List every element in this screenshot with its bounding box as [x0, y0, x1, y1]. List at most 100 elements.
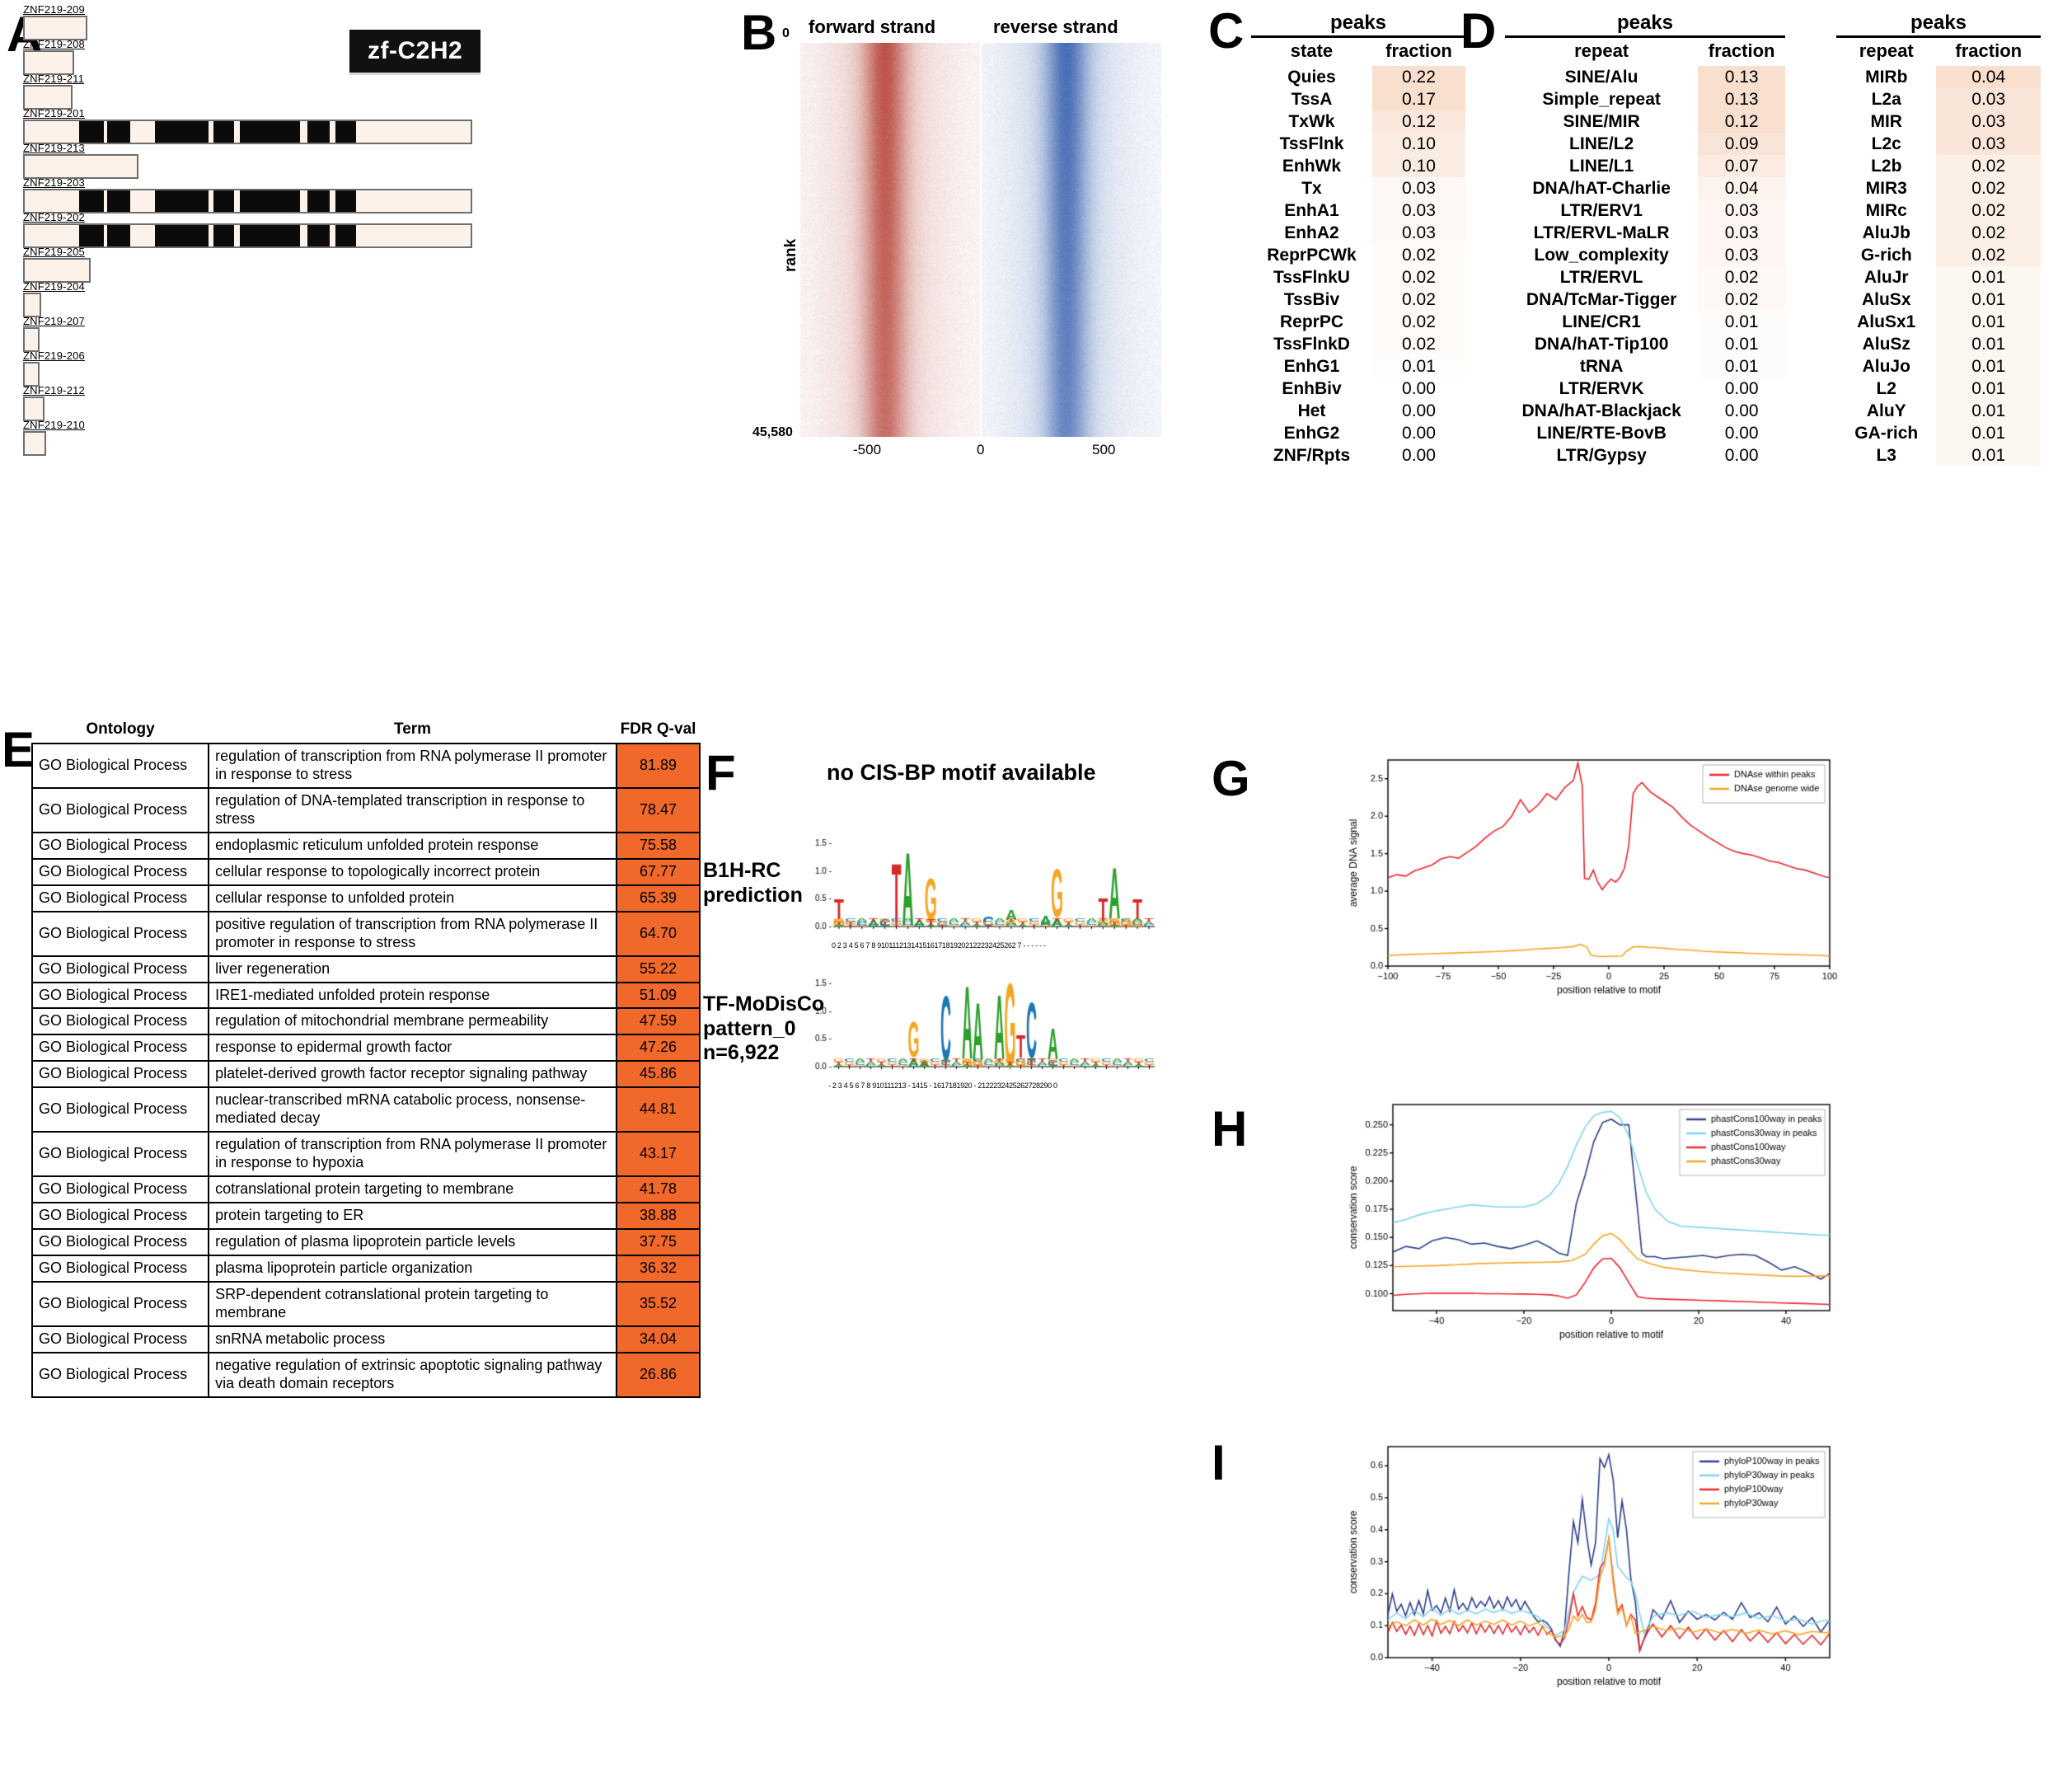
table-cell-name: TxWk	[1251, 110, 1372, 133]
transcript-row: ZNF219-204	[23, 280, 85, 317]
table-cell-fraction: 0.00	[1372, 378, 1465, 400]
table-cell-name: AluY	[1836, 400, 1936, 422]
table-row: ReprPC 0.02	[1251, 311, 1465, 333]
panel-f-motif-logos: no CIS-BP motif available B1H-RC predicti…	[705, 742, 1207, 1170]
go-cell-ontology: GO Biological Process	[32, 1255, 209, 1282]
go-cell-ontology: GO Biological Process	[32, 885, 209, 912]
panel-a-transcript-models: A zf-C2H2 ZNF219-209ZNF219-208ZNF219-211…	[0, 0, 742, 462]
table-cell-fraction: 0.07	[1698, 155, 1785, 177]
panel-f-title: no CIS-BP motif available	[827, 760, 1096, 786]
table-cell-fraction: 0.02	[1372, 333, 1465, 355]
transcript-row: ZNF219-203	[23, 176, 472, 213]
table-row: LINE/L2 0.09	[1505, 133, 1785, 155]
table-d1-body: SINE/Alu 0.13 Simple_repeat 0.13 SINE/MIR 0.1…	[1505, 66, 1785, 467]
panel-b-signal-heatmap: B 0 45,580 rank forward strand reverse s…	[746, 8, 1207, 470]
go-cell-term: plasma lipoprotein particle organization	[209, 1255, 616, 1282]
table-c-header-fraction: fraction	[1372, 38, 1465, 66]
transcript-label: ZNF219-208	[23, 38, 85, 50]
heatmap-xtick-left: -500	[853, 442, 881, 458]
transcript-track	[23, 223, 472, 248]
transcript-track	[23, 120, 472, 144]
table-cell-fraction: 0.22	[1372, 66, 1465, 88]
table-row: EnhG1 0.01	[1251, 355, 1465, 378]
panel-d-repeat-element-table: peaks repeat fraction MIRb 0.04 L2a 0.03 MIR…	[1836, 12, 2041, 467]
table-cell-fraction: 0.02	[1372, 289, 1465, 311]
table-row: TssFlnkD 0.02	[1251, 333, 1465, 355]
table-row: GA-rich 0.01	[1836, 422, 2041, 444]
table-cell-fraction: 0.02	[1372, 311, 1465, 333]
table-cell-name: L3	[1836, 444, 1936, 467]
logo1-position-ticks: 0 2 3 4 5 6 7 8 910111213141516171819202…	[832, 941, 1046, 950]
exon-block	[213, 190, 234, 212]
table-cell-fraction: 0.01	[1936, 333, 2041, 355]
table-row: L2c 0.03	[1836, 133, 2041, 155]
transcript-label: ZNF219-202	[23, 211, 472, 223]
go-cell-term: endoplasmic reticulum unfolded protein r…	[209, 833, 616, 859]
table-cell-fraction: 0.00	[1698, 378, 1785, 400]
panel-g-dnase-profile	[1345, 752, 1840, 1003]
exon-block	[213, 225, 234, 246]
table-cell-name: AluJo	[1836, 355, 1936, 378]
table-cell-name: TssFlnk	[1251, 133, 1372, 155]
table-row: LTR/ERV1 0.03	[1505, 199, 1785, 222]
table-cell-fraction: 0.02	[1372, 244, 1465, 266]
transcript-label: ZNF219-213	[23, 142, 138, 154]
go-cell-qval: 45.86	[616, 1061, 700, 1087]
transcript-track	[23, 258, 91, 283]
transcript-row: ZNF219-209	[23, 3, 87, 40]
go-cell-ontology: GO Biological Process	[32, 833, 209, 859]
transcript-row: ZNF219-206	[23, 349, 85, 387]
transcript-label: ZNF219-201	[23, 107, 472, 120]
panel-c-letter: C	[1208, 7, 1244, 56]
panel-h-letter: H	[1212, 1105, 1247, 1154]
go-cell-ontology: GO Biological Process	[32, 788, 209, 833]
table-cell-name: AluJb	[1836, 222, 1936, 244]
transcript-row: ZNF219-213	[23, 142, 138, 179]
go-table-row: GO Biological Process cotranslational pro…	[32, 1176, 700, 1203]
table-cell-fraction: 0.02	[1936, 222, 2041, 244]
table-cell-name: ReprPCWk	[1251, 244, 1372, 266]
table-cell-fraction: 0.02	[1936, 199, 2041, 222]
table-cell-fraction: 0.04	[1698, 177, 1785, 199]
table-cell-fraction: 0.12	[1698, 110, 1785, 133]
table-cell-name: TssBiv	[1251, 289, 1372, 311]
go-table-row: GO Biological Process nuclear-transcribed…	[32, 1087, 700, 1132]
table-row: AluSz 0.01	[1836, 333, 2041, 355]
table-cell-name: SINE/MIR	[1505, 110, 1698, 133]
table-row: Quies 0.22	[1251, 66, 1465, 88]
table-row: ReprPCWk 0.02	[1251, 244, 1465, 266]
table-row: EnhA1 0.03	[1251, 199, 1465, 222]
go-table-row: GO Biological Process negative regulation…	[32, 1353, 700, 1397]
table-row: AluSx 0.01	[1836, 289, 2041, 311]
table-c-header-state: state	[1251, 38, 1372, 66]
go-table-row: GO Biological Process regulation of plasm…	[32, 1229, 700, 1255]
table-row: AluJo 0.01	[1836, 355, 2041, 378]
go-table-row: GO Biological Process endoplasmic reticul…	[32, 833, 700, 859]
transcript-track	[23, 189, 472, 213]
go-cell-ontology: GO Biological Process	[32, 1008, 209, 1034]
table-cell-name: TssA	[1251, 88, 1372, 110]
go-header-term: Term	[209, 719, 616, 744]
table-row: LTR/ERVL-MaLR 0.03	[1505, 222, 1785, 244]
table-cell-fraction: 0.01	[1936, 311, 2041, 333]
go-cell-qval: 65.39	[616, 885, 700, 912]
table-cell-name: EnhG1	[1251, 355, 1372, 378]
exon-block	[335, 225, 356, 246]
table-row: EnhG2 0.00	[1251, 422, 1465, 444]
go-table-row: GO Biological Process plasma lipoprotein …	[32, 1255, 700, 1282]
transcript-label: ZNF219-209	[23, 3, 87, 16]
table-d1-caption: peaks	[1505, 12, 1785, 35]
go-cell-qval: 36.32	[616, 1255, 700, 1282]
exon-block	[335, 190, 356, 212]
go-cell-qval: 81.89	[616, 744, 700, 788]
table-cell-fraction: 0.00	[1698, 400, 1785, 422]
table-row: EnhA2 0.03	[1251, 222, 1465, 244]
go-cell-ontology: GO Biological Process	[32, 744, 209, 788]
transcript-row: ZNF219-207	[23, 315, 85, 352]
table-d2-header-repeat: repeat	[1836, 38, 1936, 66]
table-cell-name: AluSz	[1836, 333, 1936, 355]
table-d1-header-repeat: repeat	[1505, 38, 1698, 66]
table-cell-name: EnhBiv	[1251, 378, 1372, 400]
table-row: LINE/CR1 0.01	[1505, 311, 1785, 333]
reverse-strand-title: reverse strand	[993, 16, 1118, 38]
